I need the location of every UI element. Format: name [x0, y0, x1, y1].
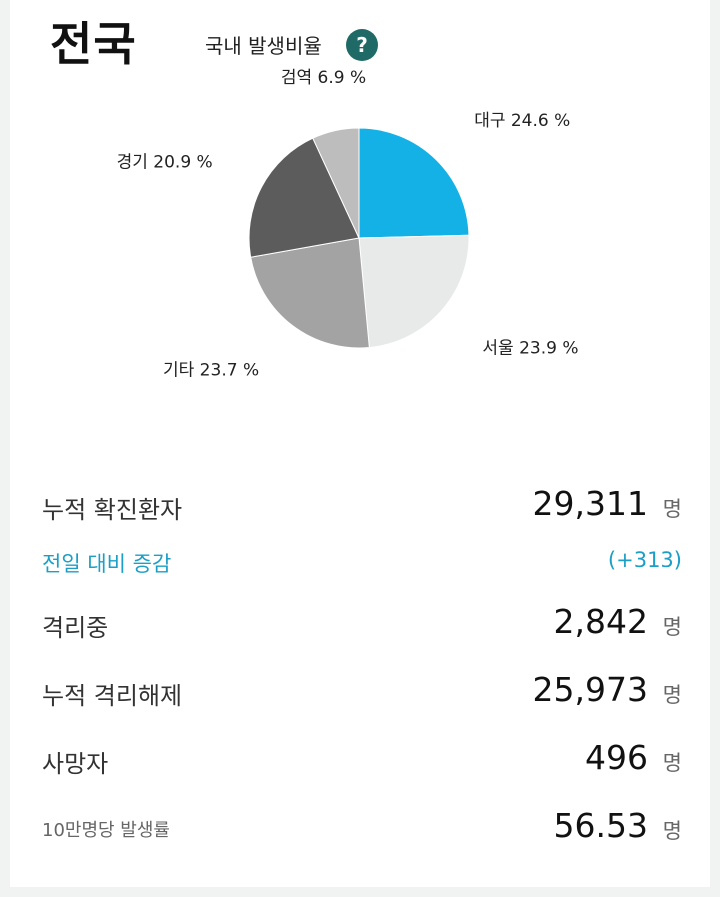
pie-slice-2 [250, 237, 370, 349]
pie-slices [248, 127, 470, 349]
pie-label-0: 대구 24.6 % [474, 111, 570, 131]
stat-label: 격리중 [42, 614, 109, 642]
pie-chart: 대구 24.6 % 서울 23.9 % 기타 23.7 % 경기 20.9 % 검역 6… [117, 68, 579, 380]
stat-row-in-isolation: 격리중 2,842 명 [42, 598, 682, 666]
stat-value: 496 [585, 738, 648, 777]
pie-label-2: 기타 23.7 % [163, 360, 259, 380]
domestic-ratio-label: 국내 발생비율 [205, 34, 322, 58]
pie-label-4: 검역 6.9 % [281, 68, 366, 88]
region-card: 전국 국내 발생비율 ? 대구 24.6 % 서울 23.9 % 기타 23.7 %… [10, 0, 710, 887]
stat-value: 56.53 [553, 806, 648, 845]
question-mark-icon[interactable]: ? [346, 29, 378, 61]
stat-label: 사망자 [42, 750, 109, 778]
stat-unit: 명 [662, 497, 682, 521]
stat-value: 2,842 [553, 602, 648, 641]
pie-label-3: 경기 20.9 % [117, 153, 213, 173]
stat-label: 누적 격리해제 [42, 682, 183, 710]
stat-label: 전일 대비 증감 [42, 552, 172, 576]
stat-row-released: 누적 격리해제 25,973 명 [42, 666, 682, 734]
stat-unit: 명 [662, 751, 682, 775]
stat-label: 10만명당 발생률 [42, 820, 170, 841]
stat-label: 누적 확진환자 [42, 496, 183, 524]
pie-slice-3 [248, 137, 360, 258]
stat-row-deaths: 사망자 496 명 [42, 734, 682, 802]
pie-label-1: 서울 23.9 % [482, 339, 578, 359]
stat-value: 25,973 [532, 670, 648, 709]
stat-row-incidence: 10만명당 발생률 56.53 명 [42, 802, 682, 870]
stat-row-daily-change: 전일 대비 증감 (+313) [42, 548, 682, 598]
stat-value: (+313) [607, 548, 682, 572]
pie-slice-4 [312, 127, 360, 239]
stats-table: 누적 확진환자 29,311 명 전일 대비 증감 (+313) 격리중 2,8… [42, 480, 682, 870]
stat-value: 29,311 [532, 484, 648, 523]
region-title: 전국 [50, 17, 137, 71]
stat-unit: 명 [662, 683, 682, 707]
stat-unit: 명 [662, 819, 682, 843]
pie-labels: 대구 24.6 % 서울 23.9 % 기타 23.7 % 경기 20.9 % 검역 6… [117, 68, 579, 380]
pie-slice-1 [358, 234, 470, 349]
stat-unit: 명 [662, 615, 682, 639]
pie-slice-0 [358, 127, 470, 239]
stat-row-cumulative-confirmed: 누적 확진환자 29,311 명 [42, 480, 682, 548]
